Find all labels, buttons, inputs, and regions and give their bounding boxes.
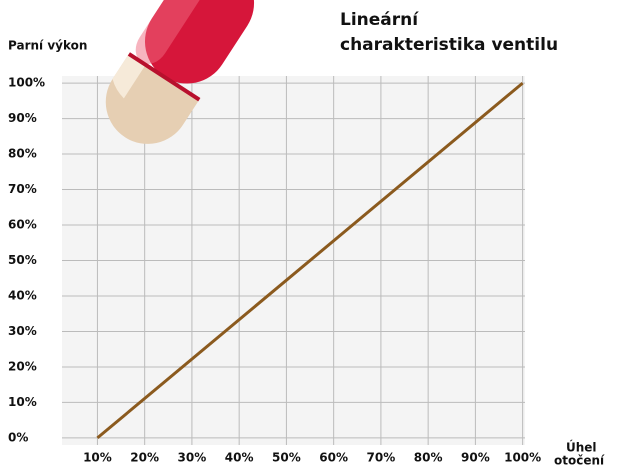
x-tick-label: 90% (461, 451, 490, 465)
y-tick-label: 50% (8, 253, 37, 267)
x-axis-label: Úhel (566, 440, 597, 455)
y-tick-label: 30% (8, 324, 37, 338)
x-tick-label: 10% (83, 451, 112, 465)
y-tick-label: 70% (8, 182, 37, 196)
x-tick-label: 60% (319, 451, 348, 465)
x-tick-label: 50% (272, 451, 301, 465)
y-tick-label: 60% (8, 218, 37, 232)
x-tick-label: 100% (504, 451, 541, 465)
x-tick-label: 40% (225, 451, 254, 465)
line (96, 81, 524, 440)
y-axis-label: Parní výkon (8, 39, 87, 53)
x-tick-label: 70% (367, 451, 396, 465)
y-tick-label: 90% (8, 111, 37, 125)
chart-title: charakteristika ventilu (340, 35, 558, 55)
y-tick-label: 100% (8, 76, 45, 90)
pill-decoration (105, 0, 255, 144)
y-tick-label: 10% (8, 395, 37, 409)
x-tick-label: 30% (178, 451, 207, 465)
y-tick-label: 40% (8, 288, 37, 302)
grid (62, 76, 525, 445)
chart-title: Lineární (340, 10, 419, 30)
x-tick-label: 20% (130, 451, 159, 465)
y-tick-label: 80% (8, 147, 37, 161)
y-tick-label: 0% (8, 430, 28, 444)
x-tick-label: 80% (414, 451, 443, 465)
x-axis-label: otočení (554, 454, 605, 466)
y-tick-label: 20% (8, 359, 37, 373)
